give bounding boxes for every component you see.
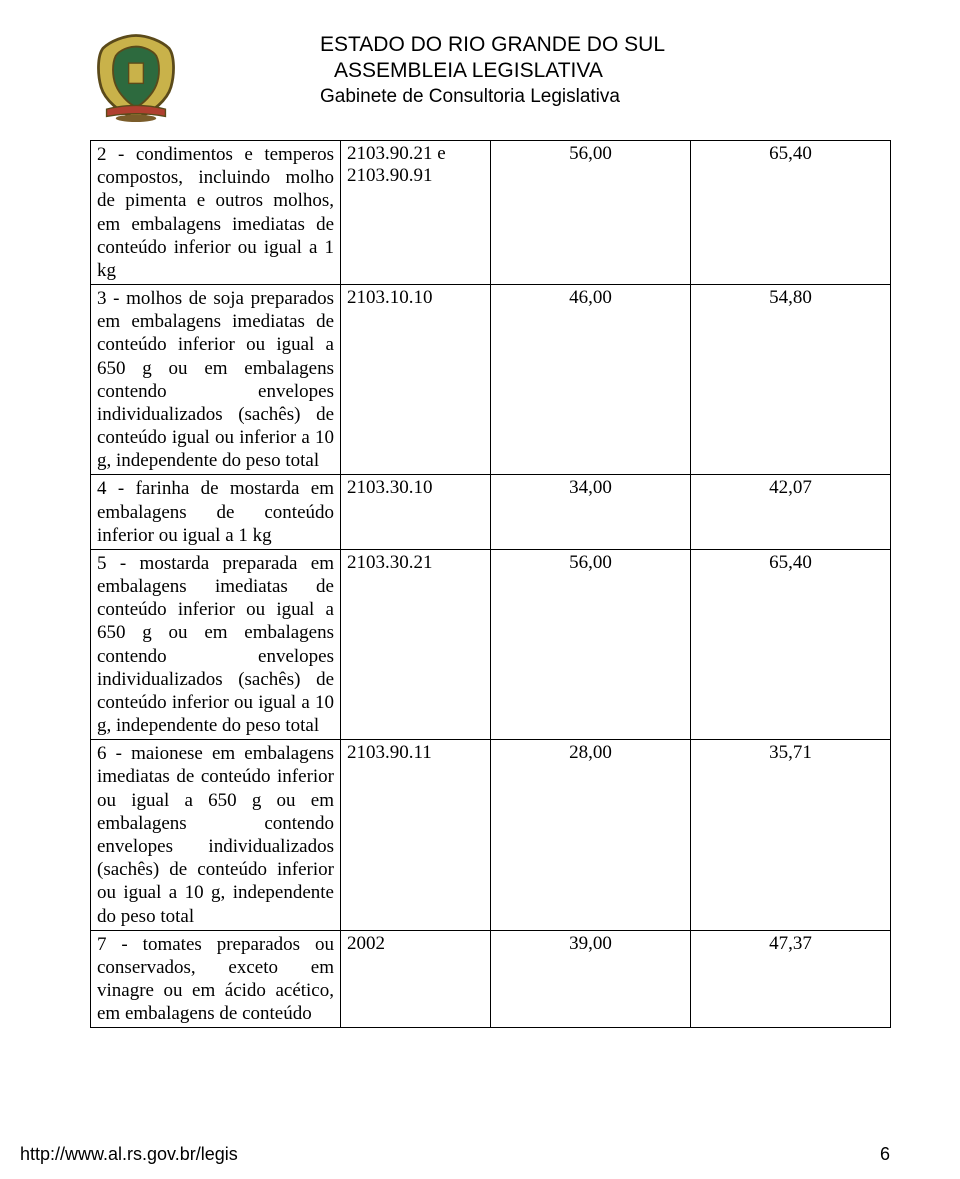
cell-code: 2002	[341, 930, 491, 1028]
cell-code: 2103.90.11	[341, 740, 491, 930]
table-row: 5 - mostarda preparada em embalagens ime…	[91, 549, 891, 739]
cell-code: 2103.30.10	[341, 475, 491, 550]
state-crest-icon	[90, 30, 182, 122]
header-line-1: ESTADO DO RIO GRANDE DO SUL	[320, 32, 665, 58]
footer-url: http://www.al.rs.gov.br/legis	[20, 1144, 238, 1165]
cell-description: 7 - tomates preparados ou conservados, e…	[91, 930, 341, 1028]
cell-value-2: 65,40	[691, 141, 891, 285]
header-line-2: ASSEMBLEIA LEGISLATIVA	[320, 58, 665, 84]
cell-value-2: 47,37	[691, 930, 891, 1028]
cell-description: 6 - maionese em embalagens imediatas de …	[91, 740, 341, 930]
letterhead-text: ESTADO DO RIO GRANDE DO SUL ASSEMBLEIA L…	[200, 30, 665, 108]
cell-code: 2103.30.21	[341, 549, 491, 739]
cell-description: 2 - condimentos e temperos compostos, in…	[91, 141, 341, 285]
cell-value-1: 34,00	[491, 475, 691, 550]
table-row: 4 - farinha de mostarda em embalagens de…	[91, 475, 891, 550]
cell-value-2: 42,07	[691, 475, 891, 550]
cell-description: 5 - mostarda preparada em embalagens ime…	[91, 549, 341, 739]
cell-value-1: 46,00	[491, 285, 691, 475]
table-row: 2 - condimentos e temperos compostos, in…	[91, 141, 891, 285]
table-row: 6 - maionese em embalagens imediatas de …	[91, 740, 891, 930]
letterhead: ESTADO DO RIO GRANDE DO SUL ASSEMBLEIA L…	[90, 30, 890, 122]
cell-value-2: 54,80	[691, 285, 891, 475]
cell-value-1: 56,00	[491, 549, 691, 739]
header-line-3: Gabinete de Consultoria Legislativa	[320, 85, 665, 109]
cell-value-2: 35,71	[691, 740, 891, 930]
cell-description: 3 - molhos de soja preparados em embalag…	[91, 285, 341, 475]
cell-code: 2103.90.21 e 2103.90.91	[341, 141, 491, 285]
page-footer: http://www.al.rs.gov.br/legis 6	[20, 1144, 890, 1165]
product-classification-table: 2 - condimentos e temperos compostos, in…	[90, 140, 891, 1028]
table-row: 7 - tomates preparados ou conservados, e…	[91, 930, 891, 1028]
cell-value-1: 28,00	[491, 740, 691, 930]
table-row: 3 - molhos de soja preparados em embalag…	[91, 285, 891, 475]
cell-value-2: 65,40	[691, 549, 891, 739]
cell-code: 2103.10.10	[341, 285, 491, 475]
cell-description: 4 - farinha de mostarda em embalagens de…	[91, 475, 341, 550]
cell-value-1: 56,00	[491, 141, 691, 285]
footer-page-number: 6	[880, 1144, 890, 1165]
cell-value-1: 39,00	[491, 930, 691, 1028]
